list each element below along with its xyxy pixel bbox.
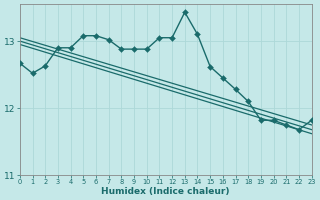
X-axis label: Humidex (Indice chaleur): Humidex (Indice chaleur) <box>101 187 230 196</box>
